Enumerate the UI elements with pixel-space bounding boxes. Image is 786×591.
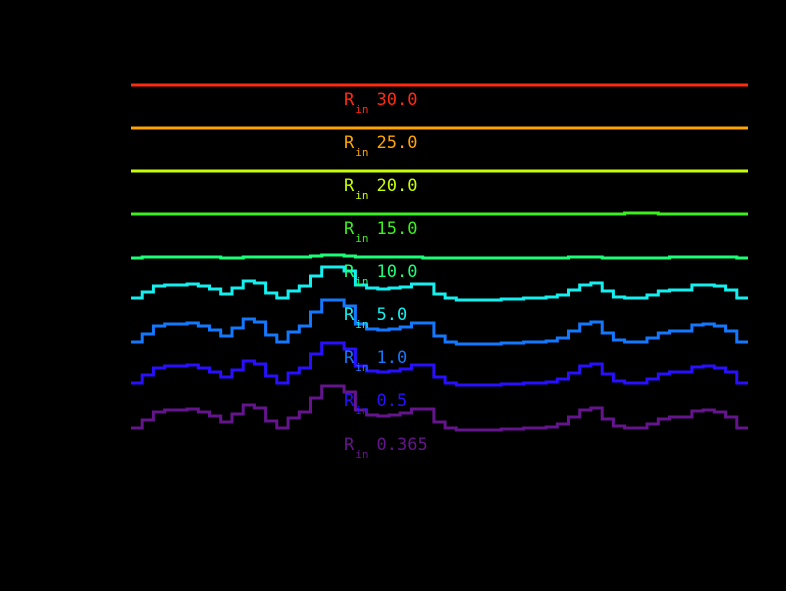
series-layer [131, 83, 748, 432]
series-curve-8 [131, 384, 748, 432]
series-label-7: Rin 0.5 [344, 391, 408, 418]
series-label-8: Rin 0.365 [344, 435, 428, 462]
series-label-2: Rin 20.0 [344, 176, 418, 203]
series-label-3: Rin 15.0 [344, 219, 418, 246]
series-curve-6 [131, 298, 748, 346]
series-label-1: Rin 25.0 [344, 133, 418, 160]
series-curve-4 [131, 253, 748, 260]
series-curve-5 [131, 265, 748, 302]
series-curve-3 [131, 211, 748, 216]
series-label-5: Rin 5.0 [344, 305, 408, 332]
series-label-4: Rin 10.0 [344, 262, 418, 289]
series-label-0: Rin 30.0 [344, 90, 418, 117]
series-label-6: Rin 1.0 [344, 348, 408, 375]
series-curve-7 [131, 341, 748, 387]
